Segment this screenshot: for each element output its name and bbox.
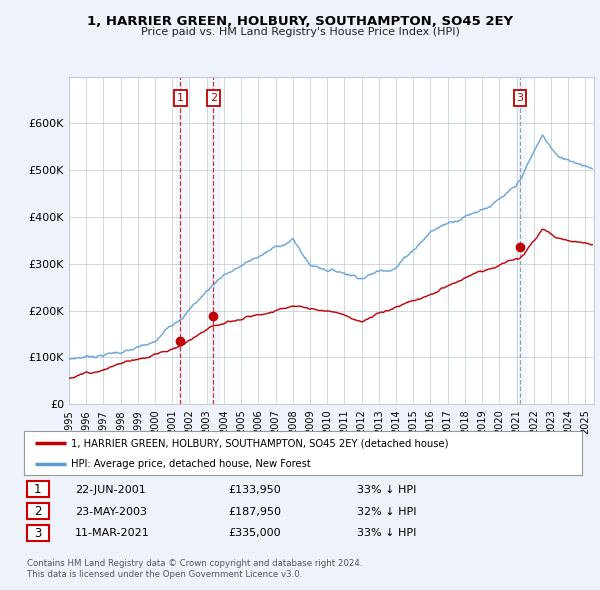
- Text: 32% ↓ HPI: 32% ↓ HPI: [357, 507, 416, 516]
- Text: 2: 2: [34, 504, 41, 518]
- Text: £133,950: £133,950: [228, 485, 281, 494]
- Text: 33% ↓ HPI: 33% ↓ HPI: [357, 485, 416, 494]
- Text: 22-JUN-2001: 22-JUN-2001: [75, 485, 146, 494]
- Text: 1, HARRIER GREEN, HOLBURY, SOUTHAMPTON, SO45 2EY: 1, HARRIER GREEN, HOLBURY, SOUTHAMPTON, …: [87, 15, 513, 28]
- Text: Contains HM Land Registry data © Crown copyright and database right 2024.: Contains HM Land Registry data © Crown c…: [27, 559, 362, 568]
- Text: 11-MAR-2021: 11-MAR-2021: [75, 529, 150, 538]
- Text: This data is licensed under the Open Government Licence v3.0.: This data is licensed under the Open Gov…: [27, 571, 302, 579]
- Text: 3: 3: [517, 93, 523, 103]
- Text: HPI: Average price, detached house, New Forest: HPI: Average price, detached house, New …: [71, 459, 311, 469]
- Text: 1, HARRIER GREEN, HOLBURY, SOUTHAMPTON, SO45 2EY (detached house): 1, HARRIER GREEN, HOLBURY, SOUTHAMPTON, …: [71, 438, 449, 448]
- Text: 2: 2: [210, 93, 217, 103]
- Text: £187,950: £187,950: [228, 507, 281, 516]
- Text: 3: 3: [34, 526, 41, 540]
- Bar: [209, 77, 220, 404]
- Bar: [515, 77, 526, 404]
- Text: £335,000: £335,000: [228, 529, 281, 538]
- Text: 1: 1: [177, 93, 184, 103]
- Text: Price paid vs. HM Land Registry's House Price Index (HPI): Price paid vs. HM Land Registry's House …: [140, 27, 460, 37]
- Text: 1: 1: [34, 483, 41, 496]
- Text: 33% ↓ HPI: 33% ↓ HPI: [357, 529, 416, 538]
- Text: 23-MAY-2003: 23-MAY-2003: [75, 507, 147, 516]
- Bar: [176, 77, 187, 404]
